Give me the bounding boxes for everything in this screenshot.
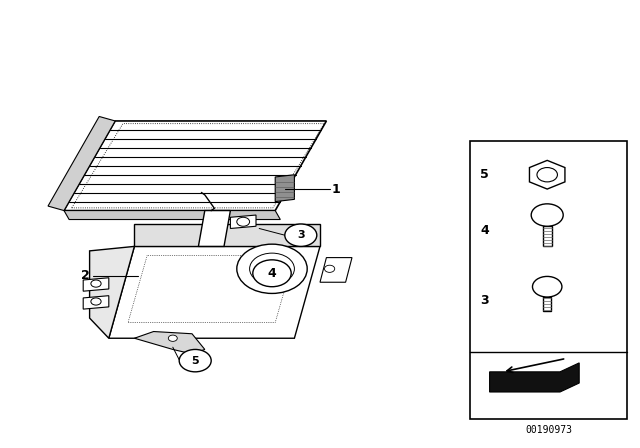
Circle shape xyxy=(285,224,317,246)
Circle shape xyxy=(537,168,557,182)
Bar xyxy=(141,289,176,307)
Circle shape xyxy=(237,217,250,226)
Bar xyxy=(212,314,221,319)
Polygon shape xyxy=(134,224,320,246)
Bar xyxy=(198,314,207,319)
Polygon shape xyxy=(48,116,115,211)
Polygon shape xyxy=(83,278,109,291)
Bar xyxy=(170,314,179,319)
Text: 4: 4 xyxy=(268,267,276,280)
Text: 5: 5 xyxy=(480,168,489,181)
Text: 2: 2 xyxy=(81,269,90,282)
Polygon shape xyxy=(198,211,230,246)
Circle shape xyxy=(324,265,335,272)
Circle shape xyxy=(179,349,211,372)
Polygon shape xyxy=(64,121,326,211)
Polygon shape xyxy=(490,363,579,392)
Bar xyxy=(184,322,193,327)
Polygon shape xyxy=(275,175,294,202)
Circle shape xyxy=(253,260,291,287)
Text: 1: 1 xyxy=(332,182,340,196)
Polygon shape xyxy=(83,296,109,309)
Text: 00190973: 00190973 xyxy=(525,425,572,435)
Polygon shape xyxy=(230,215,256,228)
Bar xyxy=(543,226,552,246)
Polygon shape xyxy=(529,160,565,189)
Bar xyxy=(227,315,237,320)
Bar xyxy=(212,306,221,311)
Circle shape xyxy=(168,335,177,341)
Text: 3: 3 xyxy=(297,230,305,240)
Bar xyxy=(227,307,237,312)
Bar xyxy=(184,306,193,311)
Bar xyxy=(198,322,207,327)
Circle shape xyxy=(531,204,563,226)
Polygon shape xyxy=(320,258,352,282)
Text: 5: 5 xyxy=(191,356,199,366)
Bar xyxy=(241,315,251,320)
Circle shape xyxy=(91,280,101,287)
Polygon shape xyxy=(109,246,320,338)
Circle shape xyxy=(237,244,307,293)
Circle shape xyxy=(91,298,101,305)
Bar xyxy=(170,306,179,311)
Polygon shape xyxy=(134,332,205,354)
Text: 3: 3 xyxy=(480,293,488,307)
Bar xyxy=(255,315,265,320)
Bar xyxy=(543,297,552,311)
Bar xyxy=(198,306,207,311)
Bar xyxy=(147,318,173,332)
Bar xyxy=(212,322,221,327)
Bar xyxy=(170,322,179,327)
Bar xyxy=(241,307,251,312)
Circle shape xyxy=(250,253,294,284)
Bar xyxy=(184,314,193,319)
Polygon shape xyxy=(64,211,280,220)
Polygon shape xyxy=(90,246,134,338)
Bar xyxy=(255,307,265,312)
Text: 4: 4 xyxy=(480,224,489,237)
Circle shape xyxy=(532,276,562,297)
Bar xyxy=(470,141,627,419)
